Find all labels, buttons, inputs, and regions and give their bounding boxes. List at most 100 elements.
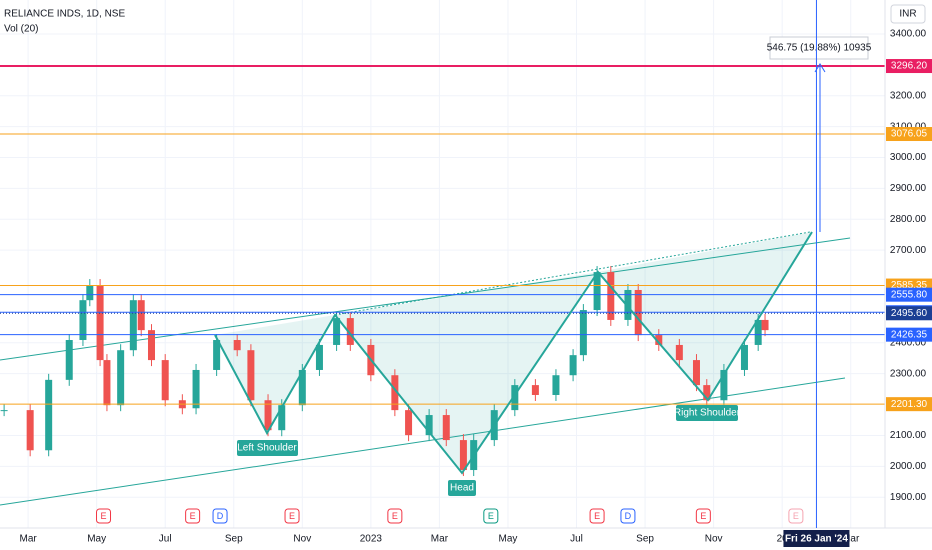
event-label: D [625,511,632,521]
candle-body [117,350,125,406]
event-label: E [190,511,196,521]
overlay: 3400.00 3200.00 3100.00 3000.00 2900.00 2800.… [19,0,932,547]
price-level-label: 2585.35 [891,280,928,291]
y-tick-label: 2100.00 [890,430,927,441]
annotation-box [237,440,298,456]
candle-body [531,385,539,395]
candle-body [264,400,272,431]
candle-body [675,344,683,361]
subtitle: Vol (20) [4,24,38,35]
event-label: E [392,511,398,521]
x-tick-label: Mar [19,534,37,545]
x-tick-label: 20 [777,534,789,545]
candle-body [346,318,354,345]
price-level-box [886,287,932,302]
annotation: Left Shoulder [237,443,297,454]
x-tick-label: Sep [225,534,243,545]
candle-body [459,440,467,471]
candle-body [213,340,221,370]
candle-body [26,410,34,451]
candle-body [161,360,169,401]
candle-body [754,319,762,345]
candle-body [65,340,73,380]
y-tick-label: 1900.00 [890,492,927,503]
candle-body [569,355,577,376]
measure-box [769,36,869,60]
candle-body [96,285,104,361]
candle-body [147,330,155,361]
candle-body [655,335,663,345]
annotation-box [676,405,738,421]
x-tick-label: Nov [293,534,311,545]
y-tick-label: 3100.00 [890,121,927,132]
x-tick-label: Mar [842,534,860,545]
annotation-box [448,480,476,496]
candle-body [79,300,87,341]
currency: INR [899,9,916,20]
candle-body [391,375,399,411]
candle-body [405,410,413,436]
x-tick-label: May [499,534,518,545]
candle-body [442,415,450,441]
event-label: E [289,511,295,521]
candle-body [192,369,200,409]
candle-body [593,272,601,311]
price-level-label: 3076.05 [891,129,928,140]
candle-body [45,379,53,451]
y-tick-label: 3200.00 [890,90,927,101]
event-badge [589,508,605,524]
event-badge [212,508,228,524]
y-tick-label: 3000.00 [890,152,927,163]
price-level-label: 3296.20 [891,61,928,72]
price-level-box [886,127,932,142]
measure-label: 546.75 (19.88%) 10935 [767,43,872,54]
candle-body [720,369,728,401]
annotation: Head [450,483,474,494]
x-tick-label: 2023 [360,534,383,545]
candle-body [579,310,587,356]
candle-body [692,360,700,386]
event-badge [788,508,804,524]
price-level-label: 2426.35 [891,329,928,340]
x-tick-label: Jul [570,534,583,545]
y-tick-label: 2300.00 [890,368,927,379]
candle-body [703,385,711,401]
price-level-box [886,59,932,74]
price-axis [885,0,932,550]
annotation: Right Shoulder [674,408,741,419]
candle-body [129,300,137,351]
candle-body [233,340,241,351]
x-tick-label: Sep [636,534,654,545]
event-badge [96,508,112,524]
y-tick-label: 2000.00 [890,461,927,472]
y-tick-label: 2700.00 [890,245,927,256]
price-level-box [886,397,932,412]
pattern-fill [215,232,812,473]
event-badge [387,508,403,524]
candle-body [761,319,769,331]
candle-body [333,318,341,345]
candle-body [607,272,615,320]
price-level-box [886,306,932,321]
upper-trendline [0,237,851,361]
neckline [334,231,811,316]
event-label: D [217,511,224,521]
title: RELIANCE INDS, 1D, NSE [4,9,125,20]
crosshair-box [783,530,850,547]
event-badge [185,508,201,524]
y-tick-label: 2400.00 [890,337,927,348]
candle-body [278,405,286,431]
candle-body [315,344,323,370]
candle-body [86,285,94,301]
price-level-box [886,327,932,342]
event-badge [483,508,499,524]
candle-body [298,369,306,406]
currency-box [890,4,926,24]
x-tick-label: Mar [431,534,449,545]
event-label: E [101,511,107,521]
event-label: E [594,511,600,521]
candle-body [425,415,433,436]
price-level-label: 2495.60 [891,308,928,319]
candle-body [247,350,255,401]
